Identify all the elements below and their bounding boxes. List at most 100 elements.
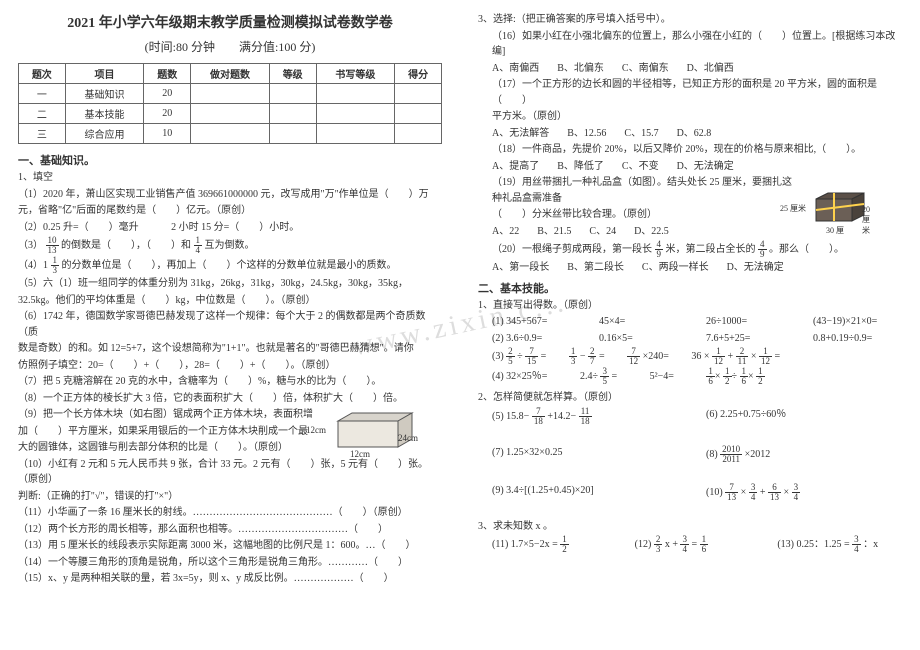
cuboid-diagram: 12cm 12cm 24cm bbox=[332, 411, 412, 451]
fraction-icon: 34 bbox=[680, 535, 689, 554]
fraction-icon: 13 bbox=[51, 256, 60, 275]
simplify-row-3: (9) 3.4÷[(1.25+0.45)×20] (10) 713 × 34 +… bbox=[478, 483, 902, 502]
q15: （15）x、y 是两种相关联的量，若 3x=5y，则 x、y 成反比例。…………… bbox=[18, 571, 442, 587]
unknown-row: (11) 1.7×5−2x = 12 (12) 23 x + 34 = 16 (… bbox=[478, 535, 902, 554]
fraction-icon: 34 bbox=[792, 483, 801, 502]
q7: （7）把 5 克糖溶解在 20 克的水中，含糖率为（ ）%，糖与水的比为（ ）。 bbox=[18, 374, 442, 390]
fraction-icon: 20102011 bbox=[720, 445, 742, 464]
calc-row-3: (3) 25 ÷ 715 = 13 − 27 = 712 ×240= 36 × … bbox=[478, 347, 902, 366]
fraction-icon: 112 bbox=[759, 347, 772, 366]
fraction-icon: 12 bbox=[756, 367, 765, 386]
cuboid-l-label: 24cm bbox=[398, 433, 418, 443]
fraction-icon: 23 bbox=[654, 535, 663, 554]
q16: （16）如果小红在小强北偏东的位置上，那么小强在小红的（ ）位置上。[根据练习本… bbox=[478, 29, 902, 60]
subsection-direct: 1、直接写出得数。（原创） bbox=[478, 298, 902, 314]
q6c: 仿照例子填空：20=（ ）+（ ），28=（ ）+（ ）。（原创） bbox=[18, 358, 442, 374]
left-column: 2021 年小学六年级期末教学质量检测模拟试卷数学卷 (时间:80 分钟 满分值… bbox=[0, 0, 460, 650]
exam-title: 2021 年小学六年级期末教学质量检测模拟试卷数学卷 bbox=[18, 12, 442, 32]
q17b: 平方米。（原创） bbox=[478, 109, 902, 125]
q14: （14）一个等腰三角形的顶角是锐角，所以这个三角形是锐角三角形。…………（ ） bbox=[18, 555, 442, 571]
th: 得分 bbox=[395, 64, 442, 84]
q6b: 数是奇数）的和。如 12=5+7，这个设想简称为"1+1"。也就是著名的"哥德巴… bbox=[18, 341, 442, 357]
subsection-simplify: 2、怎样简便就怎样算。（原创） bbox=[478, 390, 902, 406]
gift-h-label: 25 厘米 bbox=[780, 203, 806, 214]
q18-options: A、提高了B、降低了C、不变D、无法确定 bbox=[478, 159, 902, 175]
q4: （4）1 13 的分数单位是（ ），再加上（ ）个这样的分数单位就是最小的质数。 bbox=[18, 256, 442, 275]
th: 书写等级 bbox=[316, 64, 395, 84]
q18: （18）一件商品，先提价 20%，以后又降价 20%，现在的价格与原来相比,（ … bbox=[478, 142, 902, 158]
fraction-icon: 49 bbox=[758, 240, 767, 259]
fraction-icon: 12 bbox=[723, 367, 732, 386]
right-column: 3、选择:（把正确答案的序号填入括号中）。 （16）如果小红在小强北偏东的位置上… bbox=[460, 0, 920, 650]
subsection-judge: 判断:（正确的打"√"，错误的打"×"） bbox=[18, 489, 442, 505]
section-1-heading: 一、基础知识。 bbox=[18, 152, 442, 168]
q11: （11）小华画了一条 16 厘米长的射线。……………………………………（ ）（原… bbox=[18, 505, 442, 521]
simplify-row-1: (5) 15.8− 718 +14.2− 1118 (6) 2.25+0.75÷… bbox=[478, 407, 902, 426]
fraction-icon: 14 bbox=[194, 236, 203, 255]
fraction-icon: 35 bbox=[600, 367, 609, 386]
gift-d-label: 20 厘米 bbox=[862, 205, 876, 236]
cuboid-h-label: 12cm bbox=[306, 425, 326, 435]
subsection-choice: 3、选择:（把正确答案的序号填入括号中）。 bbox=[478, 12, 902, 28]
th: 做对题数 bbox=[191, 64, 270, 84]
gift-box-diagram: 25 厘米 20 厘米 30 厘 bbox=[812, 191, 876, 230]
fraction-icon: 1118 bbox=[579, 407, 592, 426]
subsection-unknown: 3、求未知数 x 。 bbox=[478, 519, 902, 535]
calc-row-2: (2) 3.6÷0.9=0.16×5=7.6+5+25=0.8+0.19÷0.9… bbox=[478, 331, 902, 347]
q13: （13）用 5 厘米长的线段表示实际距离 3000 米，这幅地图的比例尺是 1：… bbox=[18, 538, 442, 554]
q9: （9）把一个长方体木块（如右图）锯成两个正方体木块，表面积增 bbox=[18, 407, 318, 423]
fraction-icon: 16 bbox=[706, 367, 715, 386]
table-row: 三综合应用10 bbox=[19, 124, 442, 144]
q1b: 元，省略"亿"后面的尾数约是（ ）亿元。（原创） bbox=[18, 203, 442, 219]
score-table: 题次 项目 题数 做对题数 等级 书写等级 得分 一基础知识20 二基本技能20… bbox=[18, 63, 442, 144]
fraction-icon: 27 bbox=[588, 347, 597, 366]
calc-row-4: (4) 32×25％= 2.4÷ 35 = 5²−4= 16× 12÷ 16× … bbox=[478, 367, 902, 386]
q8: （8）一个正方体的棱长扩大 3 倍，它的表面积扩大（ ）倍，体积扩大（ ）倍。 bbox=[18, 391, 442, 407]
th: 题数 bbox=[144, 64, 191, 84]
q3: （3） 1013 的倒数是（ ），（ ）和 14 互为倒数。 bbox=[18, 236, 442, 255]
q1: （1）2020 年，萧山区实现工业销售产值 369661000000 元，改写成… bbox=[18, 187, 442, 203]
section-2-heading: 二、基本技能。 bbox=[478, 280, 902, 296]
q12: （12）两个长方形的周长相等，那么面积也相等。……………………………（ ） bbox=[18, 522, 442, 538]
th: 项目 bbox=[65, 64, 144, 84]
fraction-icon: 718 bbox=[532, 407, 545, 426]
exam-subtitle: (时间:80 分钟 满分值:100 分) bbox=[18, 38, 442, 55]
fraction-icon: 713 bbox=[725, 483, 738, 502]
table-row: 题次 项目 题数 做对题数 等级 书写等级 得分 bbox=[19, 64, 442, 84]
q20-options: A、第一段长B、第二段长C、两段一样长D、无法确定 bbox=[478, 260, 902, 276]
q16-options: A、南偏西B、北偏东C、南偏东D、北偏西 bbox=[478, 61, 902, 77]
fraction-icon: 715 bbox=[525, 347, 538, 366]
fraction-icon: 613 bbox=[768, 483, 781, 502]
q9b: 加（ ）平方厘米，如果采用银后的一个正方体木块削成一个最 bbox=[18, 424, 318, 440]
fraction-icon: 1013 bbox=[46, 236, 59, 255]
table-row: 一基础知识20 bbox=[19, 84, 442, 104]
table-row: 二基本技能20 bbox=[19, 104, 442, 124]
fraction-icon: 34 bbox=[749, 483, 758, 502]
q20: （20）一根绳子剪成两段，第一段长 49 米，第二段占全长的 49 。那么（ ）… bbox=[478, 240, 902, 259]
fraction-icon: 211 bbox=[736, 347, 749, 366]
fraction-icon: 13 bbox=[569, 347, 578, 366]
fraction-icon: 712 bbox=[627, 347, 640, 366]
fraction-icon: 16 bbox=[700, 535, 709, 554]
q17: （17）一个正方形的边长和圆的半径相等，已知正方形的面积是 20 平方米，圆的面… bbox=[478, 77, 902, 108]
gift-w-label: 30 厘 bbox=[826, 225, 844, 236]
th: 题次 bbox=[19, 64, 66, 84]
fraction-icon: 12 bbox=[560, 535, 569, 554]
q17-options: A、无法解答B、12.56C、15.7D、62.8 bbox=[478, 126, 902, 142]
q5: （5）六（1）班一组同学的体重分别为 31kg，26kg，31kg，30kg，2… bbox=[18, 276, 442, 292]
q6: （6）1742 年，德国数学家哥德巴赫发现了这样一个规律：每个大于 2 的偶数都… bbox=[18, 309, 442, 340]
simplify-row-2: (7) 1.25×32×0.25 (8) 20102011 ×2012 bbox=[478, 445, 902, 464]
subsection-fill: 1、填空 bbox=[18, 170, 442, 186]
th: 等级 bbox=[269, 64, 316, 84]
q10: （10）小红有 2 元和 5 元人民币共 9 张，合计 33 元。2 元有（ ）… bbox=[18, 457, 442, 488]
fraction-icon: 16 bbox=[740, 367, 749, 386]
fraction-icon: 112 bbox=[712, 347, 725, 366]
fraction-icon: 25 bbox=[506, 347, 515, 366]
fraction-icon: 34 bbox=[852, 535, 861, 554]
q19: （19）用丝带捆扎一种礼品盒（如图）。结头处长 25 厘米，要捆扎这种礼品盒需准… bbox=[478, 175, 798, 206]
cuboid-w-label: 12cm bbox=[350, 449, 370, 459]
q2: （2）0.25 升=（ ）毫升 2 小时 15 分=（ ）小时。 bbox=[18, 220, 442, 236]
q5b: 32.5kg。他们的平均体重是（ ）kg，中位数是（ ）。（原创） bbox=[18, 293, 442, 309]
fraction-icon: 49 bbox=[655, 240, 664, 259]
calc-row-1: (1) 345+567=45×4=26÷1000=(43−19)×21×0= bbox=[478, 314, 902, 330]
